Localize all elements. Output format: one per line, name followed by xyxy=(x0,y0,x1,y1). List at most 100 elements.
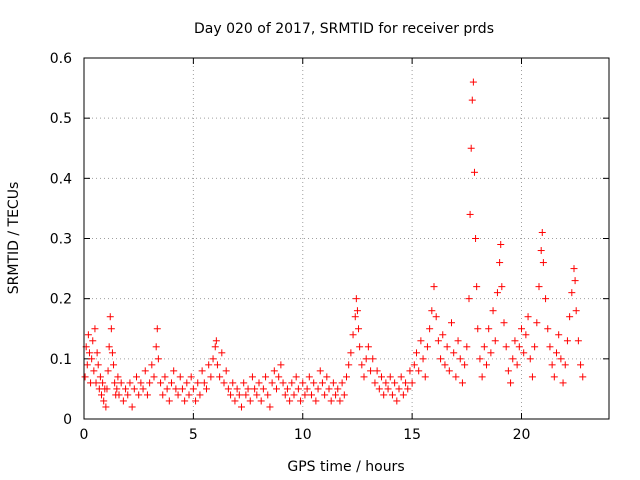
data-point xyxy=(332,391,340,399)
data-point xyxy=(345,361,353,369)
data-point xyxy=(157,379,165,387)
data-point xyxy=(428,307,436,315)
data-point xyxy=(227,391,235,399)
data-point xyxy=(454,337,462,345)
data-point xyxy=(170,367,178,375)
data-point xyxy=(461,361,469,369)
y-axis-label: SRMTID / TECUs xyxy=(6,182,22,295)
data-point xyxy=(257,397,265,405)
data-point xyxy=(209,355,217,363)
data-point xyxy=(443,343,451,351)
data-point xyxy=(294,385,302,393)
data-point xyxy=(194,379,202,387)
data-point xyxy=(338,379,346,387)
data-point xyxy=(161,373,169,381)
data-point xyxy=(561,361,569,369)
data-point xyxy=(478,373,486,381)
data-point xyxy=(153,325,161,333)
data-point xyxy=(85,349,93,357)
x-tick-label: 10 xyxy=(294,427,312,443)
data-point xyxy=(133,373,140,381)
data-point xyxy=(216,373,224,381)
data-point xyxy=(369,355,377,363)
data-point xyxy=(568,289,576,297)
data-point xyxy=(450,349,458,357)
data-point xyxy=(119,397,127,405)
data-point xyxy=(277,361,285,369)
chart-title: Day 020 of 2017, SRMTID for receiver prd… xyxy=(194,21,494,37)
data-point xyxy=(555,331,563,339)
data-point xyxy=(537,247,545,255)
data-point xyxy=(382,379,390,387)
data-point xyxy=(84,331,92,339)
y-tick-label: 0 xyxy=(63,412,72,428)
data-point xyxy=(548,361,556,369)
data-point xyxy=(268,379,276,387)
data-point xyxy=(504,367,512,375)
data-point xyxy=(402,379,410,387)
data-point xyxy=(533,319,541,327)
data-point xyxy=(93,349,101,357)
data-point xyxy=(92,379,100,387)
data-point xyxy=(106,313,114,321)
data-point xyxy=(470,168,478,176)
data-point xyxy=(323,373,331,381)
data-point xyxy=(212,337,220,345)
data-point xyxy=(358,361,366,369)
data-point xyxy=(456,355,464,363)
data-point xyxy=(498,283,506,291)
data-point xyxy=(240,379,248,387)
data-point xyxy=(491,337,499,345)
data-point xyxy=(253,391,261,399)
data-point xyxy=(349,331,357,339)
data-point xyxy=(410,361,418,369)
data-point xyxy=(515,343,523,351)
plot-frame xyxy=(83,57,610,420)
data-point xyxy=(417,337,425,345)
data-point xyxy=(351,313,359,321)
data-point xyxy=(259,385,267,393)
data-point xyxy=(378,373,385,381)
data-point xyxy=(128,403,136,411)
data-point xyxy=(493,289,501,297)
data-point xyxy=(522,331,530,339)
data-point xyxy=(572,307,580,315)
data-point xyxy=(406,367,414,375)
data-point xyxy=(305,373,313,381)
data-point xyxy=(218,349,226,357)
data-point xyxy=(388,391,396,399)
data-point xyxy=(248,373,256,381)
data-point xyxy=(297,397,305,405)
data-point xyxy=(150,373,158,381)
data-point xyxy=(303,385,311,393)
data-point xyxy=(421,373,429,381)
data-point xyxy=(308,391,315,399)
data-point xyxy=(445,367,453,375)
data-point xyxy=(434,337,442,345)
data-point xyxy=(577,361,585,369)
data-point xyxy=(104,367,112,375)
data-point xyxy=(231,397,239,405)
data-point xyxy=(100,397,108,405)
data-point xyxy=(538,228,546,236)
data-point xyxy=(154,355,162,363)
data-point xyxy=(395,385,403,393)
data-point xyxy=(546,343,554,351)
data-point xyxy=(355,325,363,333)
data-point xyxy=(352,295,360,303)
data-point xyxy=(238,403,245,411)
data-point xyxy=(137,379,145,387)
data-point xyxy=(485,325,493,333)
data-point xyxy=(233,385,241,393)
data-point xyxy=(124,391,132,399)
data-point xyxy=(404,385,412,393)
data-point xyxy=(90,367,98,375)
data-point xyxy=(299,379,307,387)
data-point xyxy=(244,385,252,393)
data-point xyxy=(148,361,156,369)
data-point xyxy=(468,96,476,104)
data-point xyxy=(466,210,474,218)
data-point xyxy=(88,355,96,363)
data-point xyxy=(334,385,342,393)
